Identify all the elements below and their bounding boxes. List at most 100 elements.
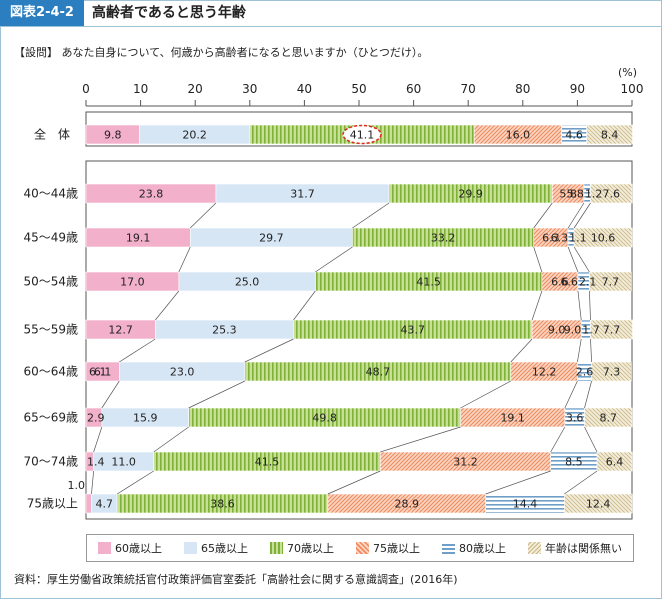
data-label: 28.9 (395, 498, 420, 511)
data-label: 6.1 (94, 366, 112, 379)
data-label: 23.8 (139, 188, 164, 201)
data-label: 8.7 (599, 412, 617, 425)
connector-line (590, 338, 592, 363)
connector-line (155, 290, 180, 321)
category-label: 70～74歳 (23, 455, 78, 469)
data-label: 20.2 (182, 129, 207, 142)
data-label: 41.1 (350, 129, 375, 142)
data-label: 6.1 (89, 366, 107, 379)
connector-line (533, 246, 543, 273)
connector-line (573, 202, 591, 229)
data-label: 41.5 (416, 276, 441, 289)
data-label: 29.9 (458, 188, 483, 201)
connector-line (293, 290, 316, 321)
legend-label: 80歳以上 (459, 542, 506, 555)
connector-line (564, 380, 578, 409)
x-tick-label: 40 (297, 82, 312, 96)
connector-line (101, 380, 120, 409)
legend-item: 80歳以上 (442, 540, 506, 556)
data-label: 8.4 (601, 129, 619, 142)
legend: 60歳以上 65歳以上 70歳以上 75歳以上 80歳以上 年齢は関係無い (86, 534, 634, 562)
survey-question: 【設問】 あなた自身について、何歳から高齢者になると思いますか（ひとつだけ）。 (14, 46, 429, 59)
category-label: 40～44歳 (23, 187, 78, 201)
data-label: 14.4 (513, 498, 538, 511)
connector-line (533, 202, 553, 229)
connector-line (584, 426, 598, 453)
x-tick-label: 0 (82, 82, 90, 96)
connector-line (567, 202, 585, 229)
data-label: 6.6 (560, 276, 578, 289)
data-label: 6.4 (606, 456, 624, 469)
data-label: 4.6 (565, 129, 583, 142)
data-label: 6.6 (551, 276, 569, 289)
data-label: 2.9 (87, 412, 105, 425)
legend-swatch (270, 542, 283, 554)
x-tick-label: 80 (515, 82, 530, 96)
connector-line (564, 470, 598, 495)
source-note: 資料：厚生労働省政策統括官付政策評価官室委託「高齢社会に関する意識調査」(201… (14, 573, 458, 586)
connector-line (531, 290, 543, 321)
figure-header: 図表2-4-2 高齢者であると思う年齢 (0, 0, 662, 27)
legend-item: 70歳以上 (270, 540, 334, 556)
legend-swatch (356, 542, 369, 554)
data-label: 16.0 (506, 129, 531, 142)
connector-line (573, 246, 590, 273)
data-label: 4.7 (96, 498, 114, 511)
data-label: 12.2 (532, 366, 557, 379)
data-label: 5.8 (566, 188, 584, 201)
data-label: 1.0 (68, 479, 86, 492)
category-label: 75歳以上 (27, 497, 78, 511)
category-label: 55～59歳 (23, 323, 78, 337)
connector-line (153, 426, 189, 453)
data-label: 5.8 (559, 188, 577, 201)
unit-label: (%) (618, 66, 638, 79)
legend-label: 年齢は関係無い (545, 542, 622, 555)
data-label: 2.6 (576, 366, 594, 379)
connector-line (460, 380, 511, 409)
data-label: 9.8 (104, 129, 122, 142)
connector-line (315, 246, 353, 273)
data-label: 19.1 (126, 232, 151, 245)
connector-line (577, 338, 582, 363)
data-label: 10.6 (591, 232, 616, 245)
category-label: 50～54歳 (23, 275, 78, 289)
legend-item: 75歳以上 (356, 540, 420, 556)
connector-line (188, 380, 246, 409)
data-label: 19.1 (500, 412, 525, 425)
x-tick-label: 20 (188, 82, 203, 96)
data-label: 38.6 (210, 498, 235, 511)
legend-swatch (184, 542, 197, 554)
data-label: 9.0 (548, 324, 566, 337)
connector-line (567, 246, 579, 273)
bar-segment (591, 361, 632, 382)
data-label: 23.0 (170, 366, 195, 379)
data-label: 25.3 (212, 324, 237, 337)
bar-segment (573, 227, 633, 248)
data-label: 2.1 (579, 276, 597, 289)
legend-swatch (528, 542, 541, 554)
connector-line (510, 338, 533, 363)
bar-segment (85, 493, 92, 514)
data-label: 9.0 (564, 324, 582, 337)
data-label: 31.7 (290, 188, 315, 201)
data-label: 12.4 (586, 498, 611, 511)
data-label: 41.5 (255, 456, 280, 469)
connector-line (116, 470, 154, 495)
category-label: 45～49歳 (23, 231, 78, 245)
connector-line (550, 426, 566, 453)
x-tick-label: 10 (133, 82, 148, 96)
category-label: 60～64歳 (23, 365, 78, 379)
data-label: 1.4 (87, 456, 105, 469)
data-label: 29.7 (259, 232, 284, 245)
x-tick-label: 30 (242, 82, 257, 96)
figure-title: 高齢者であると思う年齢 (92, 5, 246, 21)
data-label: 1.1 (569, 232, 587, 245)
data-label: 43.7 (401, 324, 426, 337)
data-label: 33.2 (431, 232, 456, 245)
data-label: 25.0 (235, 276, 260, 289)
data-label: 7.3 (603, 366, 621, 379)
legend-item: 年齢は関係無い (528, 540, 622, 556)
bar-segment (589, 271, 632, 292)
data-label: 7.6 (603, 188, 621, 201)
